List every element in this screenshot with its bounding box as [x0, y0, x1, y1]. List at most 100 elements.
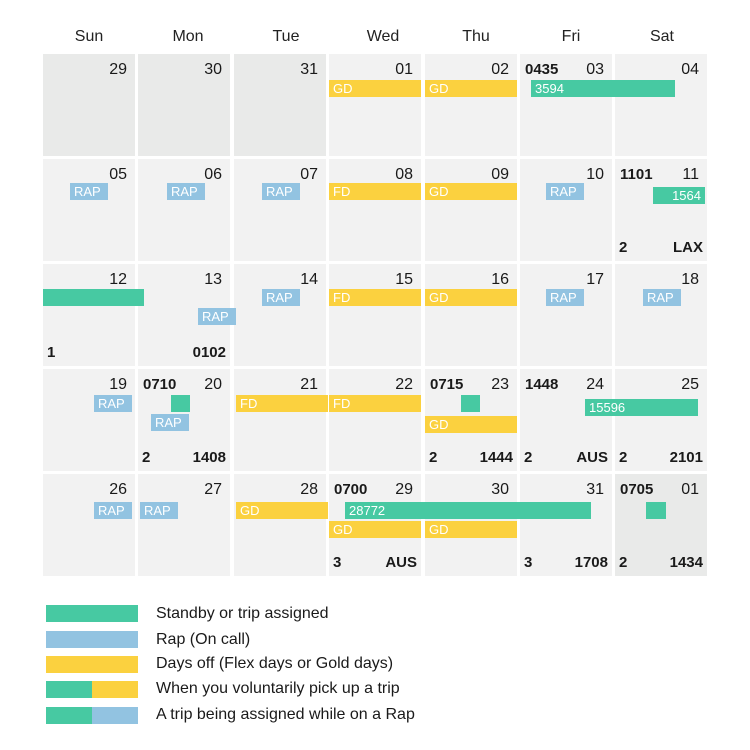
day-cell[interactable]: 01 [329, 54, 421, 156]
gold-day-bar[interactable]: GD [425, 80, 517, 97]
day-cell[interactable]: 16 [425, 264, 517, 366]
flex-day-bar[interactable]: FD [329, 289, 421, 306]
day-number: 28 [300, 481, 318, 498]
day-cell[interactable]: 30 [138, 54, 230, 156]
trip-bar[interactable]: 1564 [653, 187, 705, 204]
day-cell[interactable]: 17 [520, 264, 612, 366]
legend-label: Days off (Flex days or Gold days) [156, 655, 394, 672]
day-cell[interactable]: 10 [520, 159, 612, 261]
day-number: 13 [204, 271, 222, 288]
layover-code: AUS [576, 449, 608, 466]
rap-bar[interactable]: RAP [262, 183, 300, 200]
dow-sun: Sun [74, 28, 104, 45]
rap-bar[interactable]: RAP [262, 289, 300, 306]
trip-bar[interactable] [171, 395, 190, 412]
day-number: 17 [586, 271, 604, 288]
day-cell[interactable]: 22 [329, 369, 421, 471]
day-number: 24 [586, 376, 604, 393]
report-time: 0705 [620, 481, 654, 498]
rap-bar[interactable]: RAP [643, 289, 681, 306]
day-number: 02 [491, 61, 509, 78]
flex-day-bar[interactable]: FD [236, 395, 328, 412]
gold-day-bar[interactable]: GD [425, 183, 517, 200]
day-cell[interactable]: 15 [329, 264, 421, 366]
day-cell[interactable]: 27 [138, 474, 230, 576]
day-number: 11 [682, 166, 699, 183]
trip-bar[interactable] [461, 395, 480, 412]
day-cell[interactable]: 06 [138, 159, 230, 261]
rap-bar[interactable]: RAP [167, 183, 205, 200]
day-number: 26 [109, 481, 127, 498]
dow-fri: Fri [561, 28, 581, 45]
day-cell[interactable]: 05 [43, 159, 135, 261]
rap-bar[interactable]: RAP [140, 502, 178, 519]
rap-bar[interactable]: RAP [198, 308, 236, 325]
day-cell[interactable]: 1448 24 2 AUS [520, 369, 612, 471]
day-cell[interactable]: 18 [615, 264, 707, 366]
report-time: 0715 [430, 376, 464, 393]
trip-bar[interactable]: 15596 [585, 399, 698, 416]
legend-label: Rap (On call) [156, 631, 251, 648]
day-cell[interactable]: 21 [234, 369, 326, 471]
report-time: 0435 [525, 61, 559, 78]
day-cell[interactable]: 12 1 [43, 264, 135, 366]
gold-day-bar[interactable]: GD [425, 416, 517, 433]
gold-day-bar[interactable]: GD [425, 289, 517, 306]
release-time: 0102 [192, 344, 226, 361]
day-cell[interactable]: 25 2 2101 [615, 369, 707, 471]
trip-length: 2 [619, 239, 628, 256]
day-cell[interactable]: 08 [329, 159, 421, 261]
trip-length: 2 [619, 554, 628, 571]
gold-day-bar[interactable]: GD [236, 502, 328, 519]
day-cell[interactable]: 31 3 1708 [520, 474, 612, 576]
day-cell[interactable]: 09 [425, 159, 517, 261]
report-time: 0700 [334, 481, 368, 498]
trip-bar[interactable] [43, 289, 144, 306]
report-time: 1101 [620, 166, 653, 183]
day-cell[interactable]: 29 [43, 54, 135, 156]
rap-bar[interactable]: RAP [546, 289, 584, 306]
legend-swatch-pickup [46, 681, 138, 698]
trip-length: 1 [47, 344, 56, 361]
trip-bar[interactable]: 3594 [531, 80, 675, 97]
day-number: 01 [395, 61, 413, 78]
day-cell[interactable]: 0435 03 [520, 54, 612, 156]
day-cell[interactable]: 31 [234, 54, 326, 156]
rap-bar[interactable]: RAP [151, 414, 189, 431]
dow-sat: Sat [649, 28, 674, 45]
day-number: 07 [300, 166, 318, 183]
legend-label: When you voluntarily pick up a trip [156, 680, 400, 697]
day-cell[interactable]: 19 [43, 369, 135, 471]
day-cell[interactable]: 04 [615, 54, 707, 156]
day-number: 27 [204, 481, 222, 498]
gold-day-bar[interactable]: GD [425, 521, 517, 538]
dow-tue: Tue [272, 28, 300, 45]
day-number: 29 [109, 61, 127, 78]
day-number: 18 [681, 271, 699, 288]
rap-bar[interactable]: RAP [546, 183, 584, 200]
day-cell[interactable]: 1101 11 2 LAX [615, 159, 707, 261]
rap-bar[interactable]: RAP [94, 502, 132, 519]
day-number: 16 [491, 271, 509, 288]
flex-day-bar[interactable]: FD [329, 183, 421, 200]
gold-day-bar[interactable]: GD [329, 80, 421, 97]
day-cell[interactable]: 07 [234, 159, 326, 261]
rap-bar[interactable]: RAP [70, 183, 108, 200]
day-cell[interactable]: 28 [234, 474, 326, 576]
day-number: 14 [300, 271, 318, 288]
day-number: 19 [109, 376, 127, 393]
day-number: 31 [586, 481, 604, 498]
day-cell[interactable]: 14 [234, 264, 326, 366]
trip-bar[interactable]: 28772 [345, 502, 591, 519]
legend-swatch-days-off [46, 656, 138, 673]
trip-bar[interactable] [646, 502, 666, 519]
day-number: 31 [300, 61, 318, 78]
day-cell[interactable]: 02 [425, 54, 517, 156]
gold-day-bar[interactable]: GD [329, 521, 421, 538]
flex-day-bar[interactable]: FD [329, 395, 421, 412]
day-cell[interactable]: 0710 20 2 1408 [138, 369, 230, 471]
day-cell[interactable]: 26 [43, 474, 135, 576]
day-cell[interactable]: 0705 01 2 1434 [615, 474, 707, 576]
dow-mon: Mon [172, 28, 204, 45]
rap-bar[interactable]: RAP [94, 395, 132, 412]
